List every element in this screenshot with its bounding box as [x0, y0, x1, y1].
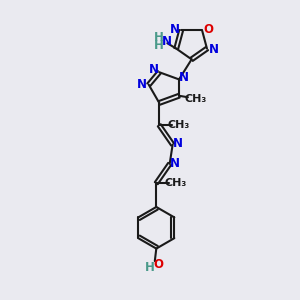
- Text: H: H: [154, 39, 164, 52]
- Text: N: N: [169, 23, 180, 36]
- Text: N: N: [208, 43, 218, 56]
- Text: N: N: [149, 63, 159, 76]
- Text: H: H: [145, 261, 155, 274]
- Text: O: O: [154, 258, 164, 272]
- Text: N: N: [162, 35, 172, 48]
- Text: N: N: [179, 70, 189, 83]
- Text: CH₃: CH₃: [164, 178, 187, 188]
- Text: H: H: [154, 31, 164, 44]
- Text: CH₃: CH₃: [167, 120, 190, 130]
- Text: N: N: [170, 158, 180, 170]
- Text: CH₃: CH₃: [185, 94, 207, 104]
- Text: N: N: [173, 136, 183, 150]
- Text: N: N: [137, 78, 147, 91]
- Text: O: O: [204, 23, 214, 36]
